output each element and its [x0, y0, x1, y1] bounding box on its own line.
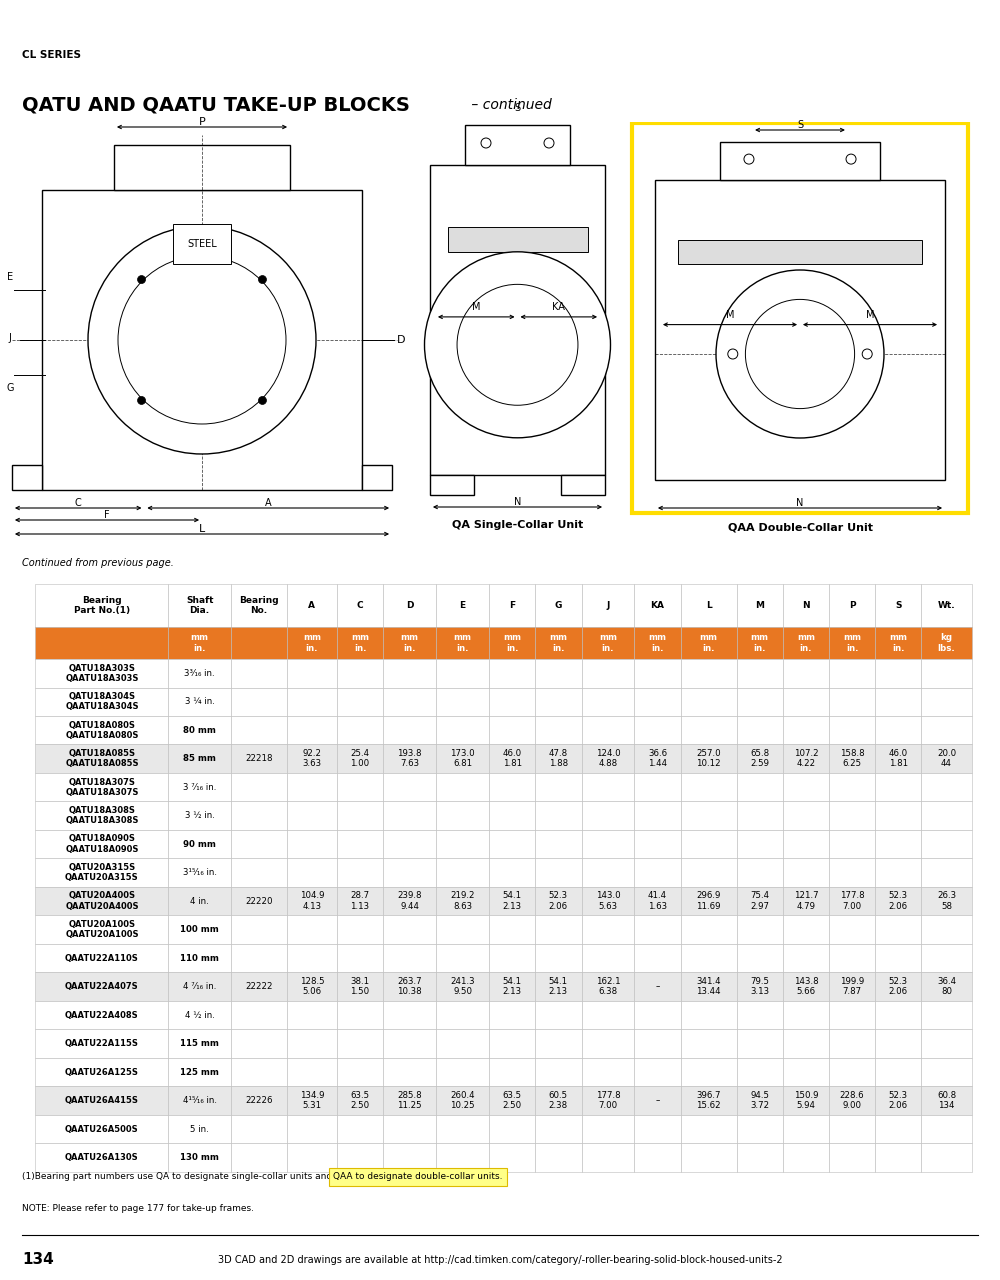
Text: A: A: [265, 498, 272, 508]
Text: PRODUCT DATA TABLES: PRODUCT DATA TABLES: [22, 15, 178, 28]
Text: Continued from previous page.: Continued from previous page.: [22, 558, 174, 567]
Text: N: N: [514, 497, 521, 507]
Bar: [448, 227, 588, 252]
Text: QAA Double-Collar Unit: QAA Double-Collar Unit: [728, 522, 872, 532]
Circle shape: [544, 138, 554, 148]
Text: F: F: [104, 509, 110, 520]
Text: NOTE: Please refer to page 177 for take-up frames.: NOTE: Please refer to page 177 for take-…: [22, 1203, 254, 1212]
Text: QA Single-Collar Unit: QA Single-Collar Unit: [452, 520, 583, 530]
Bar: [561, 475, 605, 495]
Circle shape: [728, 349, 738, 358]
Circle shape: [258, 397, 266, 404]
Circle shape: [846, 154, 856, 164]
Bar: [114, 145, 290, 189]
Text: L: L: [199, 524, 205, 534]
Bar: [12, 465, 42, 490]
Text: N: N: [796, 498, 804, 508]
Circle shape: [745, 300, 855, 408]
Text: G: G: [6, 383, 14, 393]
Circle shape: [862, 349, 872, 358]
Text: 134: 134: [22, 1252, 54, 1267]
Bar: [362, 465, 392, 490]
Text: QATU AND QAATU TAKE-UP BLOCKS: QATU AND QAATU TAKE-UP BLOCKS: [22, 96, 410, 114]
Bar: [632, 123, 968, 513]
Text: M: M: [472, 302, 480, 312]
Bar: [720, 142, 880, 180]
Text: M: M: [866, 310, 874, 320]
Text: S: S: [514, 102, 521, 113]
Bar: [465, 125, 570, 165]
Circle shape: [118, 256, 286, 424]
Bar: [430, 165, 605, 475]
Bar: [678, 241, 922, 264]
Circle shape: [138, 275, 146, 284]
Bar: [430, 475, 474, 495]
Text: S: S: [797, 120, 803, 131]
Text: STEEL: STEEL: [187, 239, 217, 250]
Text: D: D: [397, 335, 406, 346]
Bar: [42, 189, 362, 490]
Text: KA: KA: [552, 302, 565, 312]
Circle shape: [138, 397, 146, 404]
Text: QAA to designate double-collar units.: QAA to designate double-collar units.: [333, 1172, 503, 1181]
Text: P: P: [199, 116, 205, 127]
Circle shape: [716, 270, 884, 438]
Text: (1)Bearing part numbers use QA to designate single-collar units and: (1)Bearing part numbers use QA to design…: [22, 1172, 335, 1181]
Text: 3D CAD and 2D drawings are available at http://cad.timken.com/category/-roller-b: 3D CAD and 2D drawings are available at …: [218, 1254, 782, 1265]
Circle shape: [481, 138, 491, 148]
Circle shape: [744, 154, 754, 164]
Text: C: C: [75, 498, 82, 508]
Text: CL SERIES: CL SERIES: [22, 50, 81, 60]
Circle shape: [88, 227, 316, 454]
Circle shape: [424, 252, 610, 438]
Text: J: J: [9, 333, 11, 343]
Text: M: M: [726, 310, 734, 320]
Text: – continued: – continued: [467, 99, 552, 111]
Circle shape: [457, 284, 578, 406]
Circle shape: [258, 275, 266, 284]
Text: E: E: [7, 271, 13, 282]
Bar: [655, 180, 945, 480]
